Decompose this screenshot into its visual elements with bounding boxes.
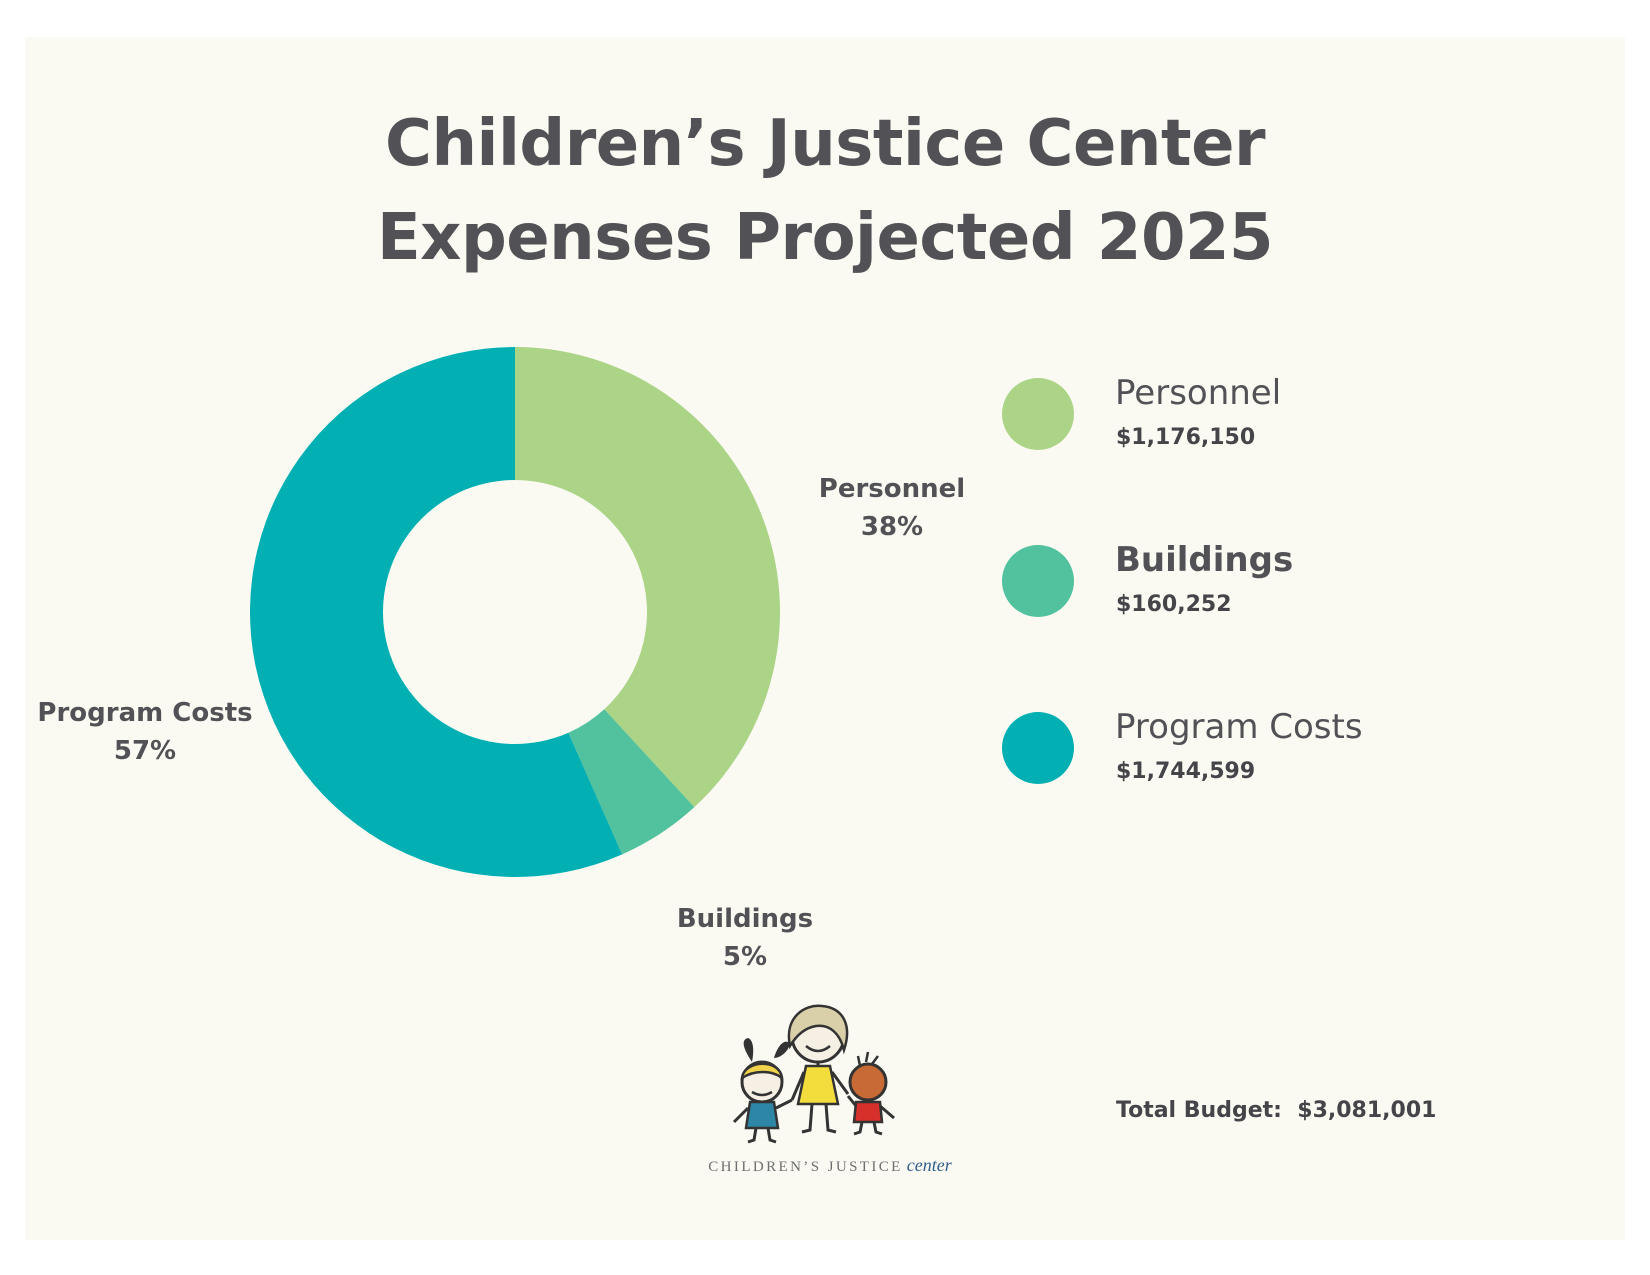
legend-swatch-buildings (1002, 545, 1074, 617)
donut-slice-personnel (515, 347, 781, 808)
slice-label-buildings: Buildings 5% (650, 900, 840, 976)
slice-label-buildings-percent: 5% (722, 942, 768, 972)
legend-swatch-personnel (1002, 378, 1074, 450)
slice-label-personnel-percent: 38% (860, 512, 924, 542)
chart-title-line-2: Expenses Projected 2025 (376, 201, 1274, 275)
slice-label-program-costs-name: Program Costs (37, 698, 253, 728)
legend-label-program-costs: Program Costs (1115, 707, 1363, 747)
legend-label-buildings: Buildings (1115, 540, 1294, 580)
slice-label-buildings-name: Buildings (676, 904, 814, 934)
legend-item-program-costs: Program Costs $1,744,599 (1002, 707, 1522, 822)
family-figures-icon (732, 1004, 895, 1144)
legend-swatch-program-costs (1002, 712, 1074, 784)
chart-title: Children’s Justice Center Expenses Proje… (0, 97, 1650, 285)
legend-value-program-costs: $1,744,599 (1116, 759, 1256, 784)
donut-slice-program-costs (250, 347, 623, 878)
slice-label-personnel: Personnel 38% (802, 470, 982, 546)
legend-item-personnel: Personnel $1,176,150 (1002, 373, 1522, 488)
slice-label-program-costs: Program Costs 57% (20, 694, 270, 770)
total-budget-value: $3,081,001 (1297, 1098, 1437, 1123)
logo-text-main: CHILDREN’S JUSTICE (708, 1159, 903, 1175)
donut-slice-buildings (568, 709, 695, 855)
logo-wordmark: CHILDREN’S JUSTICE center (680, 1155, 980, 1177)
slice-label-personnel-name: Personnel (818, 474, 966, 504)
legend-label-personnel: Personnel (1115, 373, 1282, 413)
legend-value-buildings: $160,252 (1116, 592, 1232, 617)
legend-value-personnel: $1,176,150 (1116, 425, 1256, 450)
logo-text-accent: center (906, 1155, 952, 1175)
chart-title-line-1: Children’s Justice Center (384, 107, 1266, 181)
legend-item-buildings: Buildings $160,252 (1002, 540, 1522, 655)
total-budget: Total Budget: $3,081,001 (1116, 1096, 1436, 1126)
cjc-logo: CHILDREN’S JUSTICE center (680, 1000, 980, 1185)
total-budget-label: Total Budget: (1116, 1098, 1282, 1123)
slice-label-program-costs-percent: 57% (113, 736, 177, 766)
